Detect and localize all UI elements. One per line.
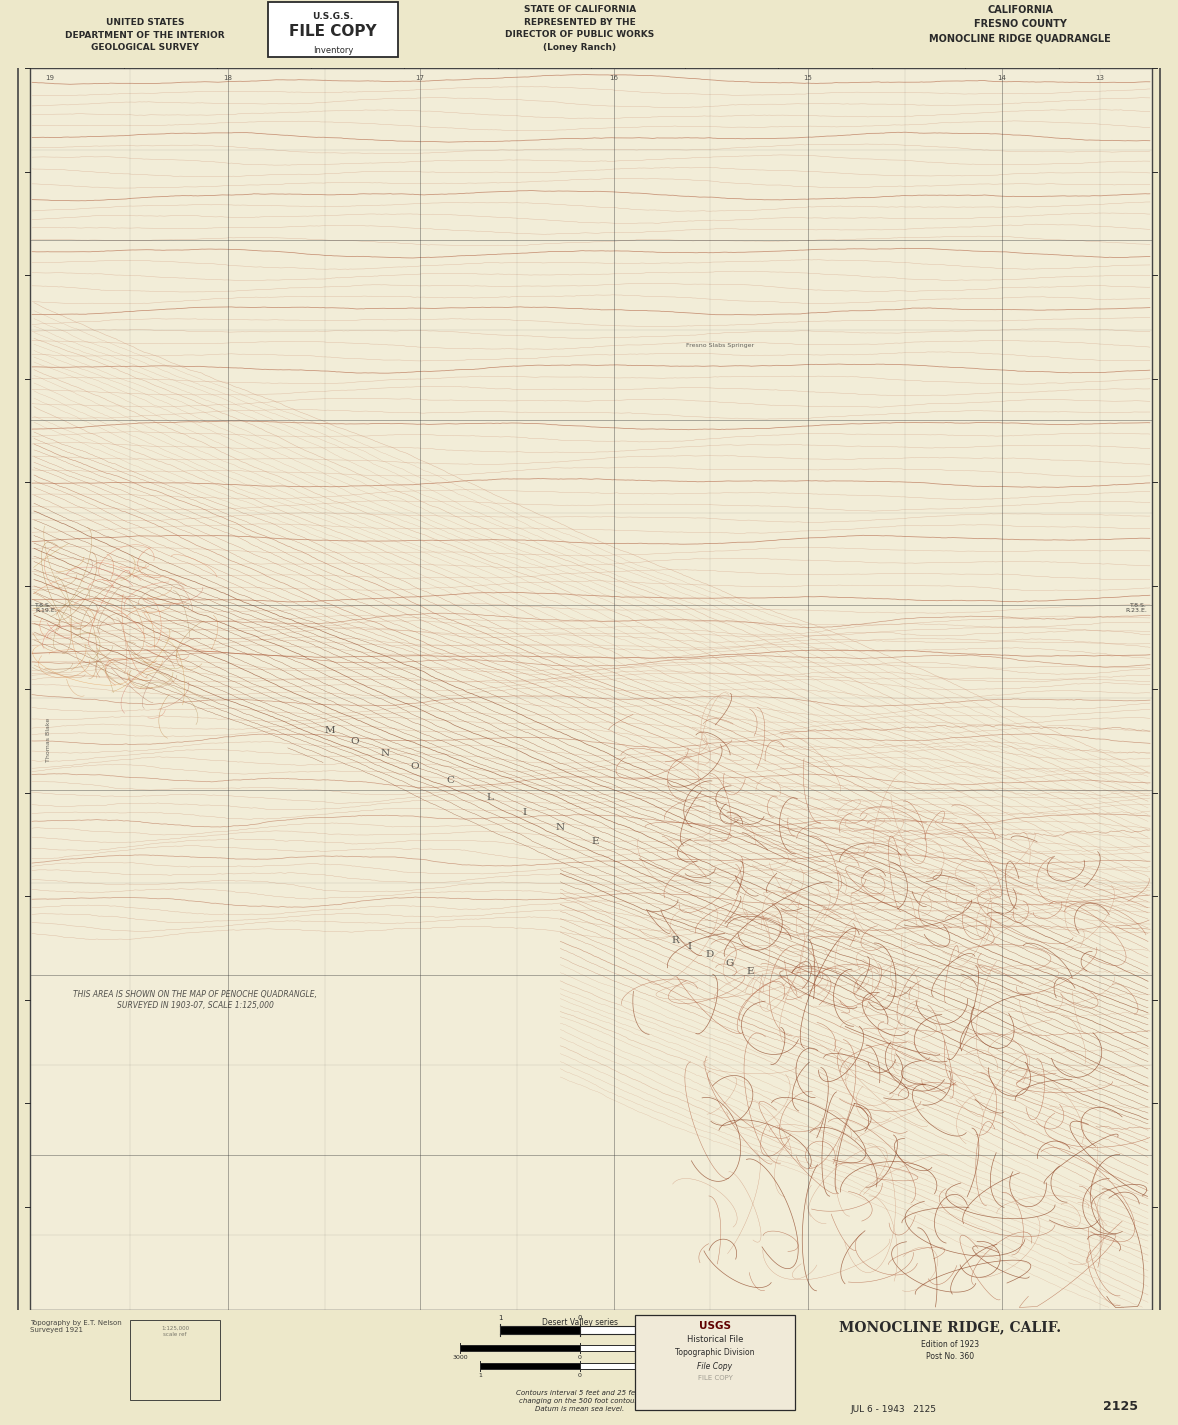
Bar <box>29 68 1152 1310</box>
Text: 13: 13 <box>1096 76 1105 81</box>
Text: U.S.G.S.: U.S.G.S. <box>312 11 353 21</box>
Bar <box>580 1362 680 1369</box>
Bar <box>269 1 398 57</box>
Text: Contours interval 5 feet and 25 feet,
changing on the 500 foot contours
Datum is: Contours interval 5 feet and 25 feet, ch… <box>516 1389 644 1412</box>
Bar <box>635 1315 795 1409</box>
Text: T.8.S.
R.23.E.: T.8.S. R.23.E. <box>1125 603 1147 613</box>
Text: Post No. 360: Post No. 360 <box>926 1352 974 1361</box>
Text: 1:125,000
scale ref: 1:125,000 scale ref <box>161 1327 188 1337</box>
Text: N: N <box>556 822 564 832</box>
Text: I: I <box>523 808 527 817</box>
Text: Thomas Blake: Thomas Blake <box>46 718 51 762</box>
Text: E: E <box>746 968 754 976</box>
Text: FILE COPY: FILE COPY <box>289 24 377 38</box>
Text: 18: 18 <box>224 76 232 81</box>
Text: THIS AREA IS SHOWN ON THE MAP OF PENOCHE QUADRANGLE,
SURVEYED IN 1903-07, SCALE : THIS AREA IS SHOWN ON THE MAP OF PENOCHE… <box>73 990 317 1010</box>
Text: O: O <box>411 762 419 771</box>
Text: Topographic Division: Topographic Division <box>675 1348 755 1357</box>
Bar <box>0 1310 1178 1425</box>
Text: 5000 Feet: 5000 Feet <box>684 1355 715 1359</box>
Text: 15: 15 <box>803 76 813 81</box>
Text: Edition of 1923: Edition of 1923 <box>921 1340 979 1349</box>
Text: 16: 16 <box>609 76 618 81</box>
Text: Fresno Slabs Springer: Fresno Slabs Springer <box>686 342 754 348</box>
Text: 0: 0 <box>578 1374 582 1378</box>
Bar <box>479 1362 580 1369</box>
Text: USGS: USGS <box>699 1321 732 1331</box>
Text: I: I <box>688 942 691 950</box>
Text: M: M <box>325 727 336 735</box>
Text: 0: 0 <box>577 1315 582 1321</box>
Text: File Copy: File Copy <box>697 1362 733 1371</box>
Text: D: D <box>706 950 714 959</box>
Text: MONOCLINE RIDGE, CALIF.: MONOCLINE RIDGE, CALIF. <box>839 1320 1061 1334</box>
Text: 17: 17 <box>416 76 424 81</box>
Text: 2125: 2125 <box>1103 1399 1138 1414</box>
Text: CALIFORNIA
FRESNO COUNTY
MONOCLINE RIDGE QUADRANGLE: CALIFORNIA FRESNO COUNTY MONOCLINE RIDGE… <box>929 6 1111 43</box>
Text: 5 Kilometers: 5 Kilometers <box>660 1374 700 1378</box>
Text: Mile: Mile <box>653 1315 667 1321</box>
Text: Scale 1:31680: Scale 1:31680 <box>555 1327 605 1332</box>
Text: 0: 0 <box>578 1355 582 1359</box>
Bar <box>130 1320 220 1399</box>
Bar <box>499 1327 580 1334</box>
Text: STATE OF CALIFORNIA
REPRESENTED BY THE
DIRECTOR OF PUBLIC WORKS
(Loney Ranch): STATE OF CALIFORNIA REPRESENTED BY THE D… <box>505 6 655 51</box>
Bar <box>580 1345 700 1351</box>
Text: 14: 14 <box>998 76 1006 81</box>
Text: UNITED STATES
DEPARTMENT OF THE INTERIOR
GEOLOGICAL SURVEY: UNITED STATES DEPARTMENT OF THE INTERIOR… <box>65 19 225 51</box>
Bar <box>29 68 1152 1310</box>
Text: Topography by E.T. Nelson
Surveyed 1921: Topography by E.T. Nelson Surveyed 1921 <box>29 1320 121 1332</box>
Text: O: O <box>351 737 359 745</box>
Bar <box>18 56 1160 1325</box>
Text: Desert Valley series: Desert Valley series <box>542 1318 618 1327</box>
Bar <box>459 1345 580 1351</box>
Text: 3000: 3000 <box>452 1355 468 1359</box>
Text: C: C <box>446 777 454 785</box>
Text: Historical File: Historical File <box>687 1335 743 1344</box>
Text: N: N <box>380 750 390 758</box>
Text: JUL 6 - 1943   2125: JUL 6 - 1943 2125 <box>851 1405 937 1414</box>
Text: E: E <box>591 836 598 846</box>
Bar <box>580 1327 660 1334</box>
Text: 1: 1 <box>478 1374 482 1378</box>
Text: Inventory: Inventory <box>313 46 353 56</box>
Text: 1: 1 <box>498 1315 502 1321</box>
Text: R: R <box>671 936 679 945</box>
Text: G: G <box>726 959 734 968</box>
Text: FILE COPY: FILE COPY <box>697 1375 733 1381</box>
Bar <box>0 0 1178 68</box>
Text: T.8.S.
R.19.E.: T.8.S. R.19.E. <box>35 603 57 613</box>
Text: L: L <box>487 794 494 802</box>
Text: 19: 19 <box>46 76 54 81</box>
